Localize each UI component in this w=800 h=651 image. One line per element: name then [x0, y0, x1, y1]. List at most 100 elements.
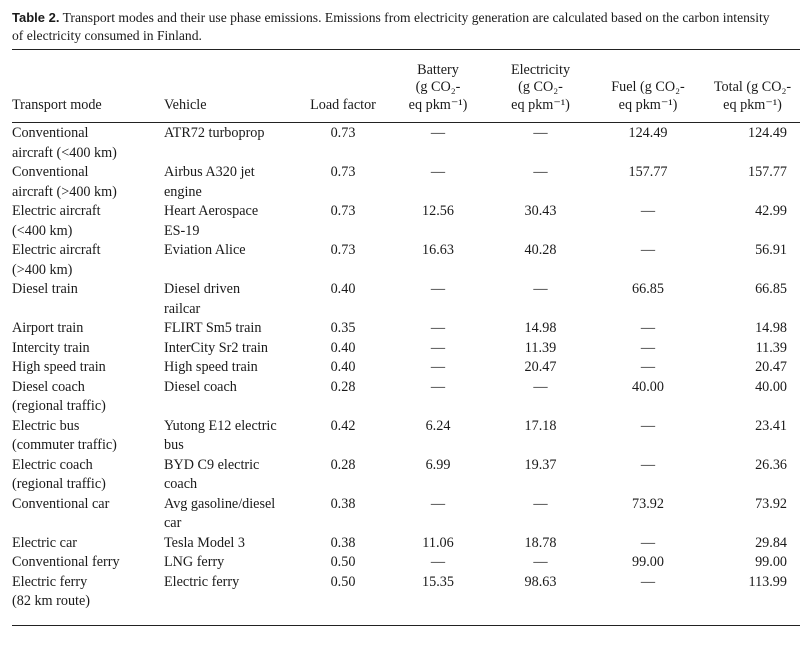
cell-transport-mode-line: High speed train	[12, 359, 106, 375]
cell-electricity: 98.63	[524, 573, 557, 590]
cell-electricity: —	[533, 164, 548, 180]
cell-total: 113.99	[748, 573, 788, 590]
header-fuel-line: eq pkm⁻¹)	[618, 96, 678, 113]
cell-vehicle-line: ES-19	[164, 222, 200, 239]
cell-electricity: 18.78	[524, 534, 557, 551]
cell-load-factor: 0.28	[330, 378, 356, 395]
cell-vehicle: Airbus A320 jet engine	[164, 163, 298, 202]
cell-transport-mode-line: Electric aircraft	[12, 242, 101, 258]
header-total: Total (g CO₂- eq pkm⁻¹)	[703, 55, 800, 117]
cell-vehicle-line: High speed train	[164, 359, 258, 375]
cell-fuel: —	[640, 320, 656, 336]
cell-fuel: —	[640, 359, 656, 375]
cell-electricity: 14.98	[524, 320, 557, 336]
cell-vehicle-line: engine	[164, 183, 202, 200]
header-fuel-line: Fuel (g CO₂-	[611, 79, 685, 95]
cell-fuel: —	[640, 417, 656, 434]
cell-transport-mode: Electric car	[12, 534, 164, 554]
cell-vehicle: Avg gasoline/diesel car	[164, 495, 298, 534]
table-row: Conventional car Avg gasoline/diesel car 0.…	[12, 495, 800, 534]
cell-load-factor: 0.40	[330, 359, 356, 375]
cell-battery: 6.99	[425, 456, 451, 473]
cell-vehicle: Electric ferry	[164, 573, 298, 612]
table-header-rule	[12, 122, 800, 123]
table-header-row: Transport mode Vehicle Load factor Batte…	[12, 55, 800, 117]
cell-vehicle: Diesel coach	[164, 378, 298, 417]
table-body: Conventional aircraft (<400 km) ATR72 turb…	[12, 117, 800, 612]
cell-fuel: 124.49	[628, 125, 668, 141]
cell-transport-mode-line: (>400 km)	[12, 261, 73, 278]
cell-battery: —	[430, 320, 446, 336]
table-row: Electric coach (regional traffic) BYD C9 e…	[12, 456, 800, 495]
cell-load-factor: 0.38	[330, 495, 356, 512]
cell-fuel: —	[640, 339, 656, 356]
cell-vehicle: Tesla Model 3	[164, 534, 298, 554]
cell-fuel: —	[640, 534, 656, 551]
cell-total: 73.92	[755, 495, 787, 512]
header-vehicle: Vehicle	[164, 96, 207, 113]
cell-battery: 11.06	[422, 534, 454, 551]
cell-battery: —	[430, 339, 446, 356]
cell-load-factor: 0.73	[330, 242, 356, 258]
cell-vehicle-line: FLIRT Sm5 train	[164, 320, 262, 336]
cell-electricity: 11.39	[524, 339, 557, 356]
cell-fuel: —	[640, 203, 656, 219]
cell-battery: —	[430, 164, 446, 180]
cell-vehicle-line: bus	[164, 437, 184, 453]
cell-vehicle: Yutong E12 electric bus	[164, 417, 298, 456]
cell-vehicle-line: coach	[164, 476, 198, 492]
cell-vehicle: LNG ferry	[164, 553, 298, 573]
cell-electricity: —	[533, 378, 548, 395]
cell-total: 66.85	[755, 281, 787, 297]
cell-vehicle-line: Avg gasoline/diesel	[164, 495, 276, 512]
cell-vehicle: Diesel driven railcar	[164, 280, 298, 319]
table-row: Airport train FLIRT Sm5 train 0.35 — 14.98 — 1…	[12, 319, 800, 339]
cell-electricity: 30.43	[524, 203, 557, 219]
cell-transport-mode-line: aircraft (>400 km)	[12, 183, 117, 200]
cell-electricity: 17.18	[524, 417, 557, 434]
cell-transport-mode: Diesel train	[12, 280, 164, 319]
cell-electricity: —	[533, 125, 548, 141]
cell-battery: 12.56	[422, 203, 454, 219]
cell-total: 56.91	[755, 242, 787, 258]
table-row: High speed train High speed train 0.40 — 20.…	[12, 358, 800, 378]
cell-total: 99.00	[755, 554, 787, 570]
cell-vehicle-line: Diesel driven	[164, 281, 241, 297]
cell-transport-mode-line: aircraft (<400 km)	[12, 144, 117, 161]
table-row: Conventional aircraft (>400 km) Airbus A32…	[12, 163, 800, 202]
cell-transport-mode: Conventional ferry	[12, 553, 164, 573]
cell-load-factor: 0.42	[330, 417, 356, 434]
table-top-rule	[12, 49, 800, 50]
cell-electricity: 19.37	[524, 456, 557, 473]
emissions-table: Transport mode Vehicle Load factor Batte…	[12, 55, 800, 612]
cell-fuel: 73.92	[632, 495, 664, 512]
cell-total: 124.49	[747, 125, 787, 141]
cell-vehicle: BYD C9 electric coach	[164, 456, 298, 495]
cell-transport-mode: Electric aircraft (<400 km)	[12, 202, 164, 241]
cell-transport-mode: Intercity train	[12, 339, 164, 359]
cell-vehicle-line: Yutong E12 electric	[164, 417, 277, 434]
cell-electricity: —	[533, 495, 548, 512]
cell-load-factor: 0.73	[330, 164, 356, 180]
cell-transport-mode: Electric coach (regional traffic)	[12, 456, 164, 495]
cell-battery: —	[430, 554, 446, 570]
cell-load-factor: 0.40	[330, 281, 356, 297]
cell-transport-mode-line: Conventional car	[12, 495, 110, 512]
cell-vehicle: High speed train	[164, 358, 298, 378]
cell-vehicle-line: Heart Aerospace	[164, 203, 259, 219]
table-row: Electric car Tesla Model 3 0.38 11.06 18.78 —…	[12, 534, 800, 554]
table-row: Intercity train InterCity Sr2 train 0.40 — 1…	[12, 339, 800, 359]
cell-total: 20.47	[755, 359, 787, 375]
cell-transport-mode-line: (regional traffic)	[12, 476, 106, 492]
cell-transport-mode-line: Electric ferry	[12, 573, 88, 590]
cell-transport-mode: Diesel coach (regional traffic)	[12, 378, 164, 417]
cell-load-factor: 0.73	[330, 125, 356, 141]
table-row: Diesel coach (regional traffic) Diesel coa…	[12, 378, 800, 417]
cell-electricity: —	[533, 281, 548, 297]
cell-vehicle-line: ATR72 turboprop	[164, 125, 265, 141]
table-row: Electric aircraft (>400 km) Eviation Alice…	[12, 241, 800, 280]
cell-battery: 16.63	[422, 242, 454, 258]
cell-vehicle-line: Electric ferry	[164, 573, 240, 590]
table-row: Electric bus (commuter traffic) Yutong E12…	[12, 417, 800, 456]
header-transport-mode: Transport mode	[12, 96, 102, 113]
